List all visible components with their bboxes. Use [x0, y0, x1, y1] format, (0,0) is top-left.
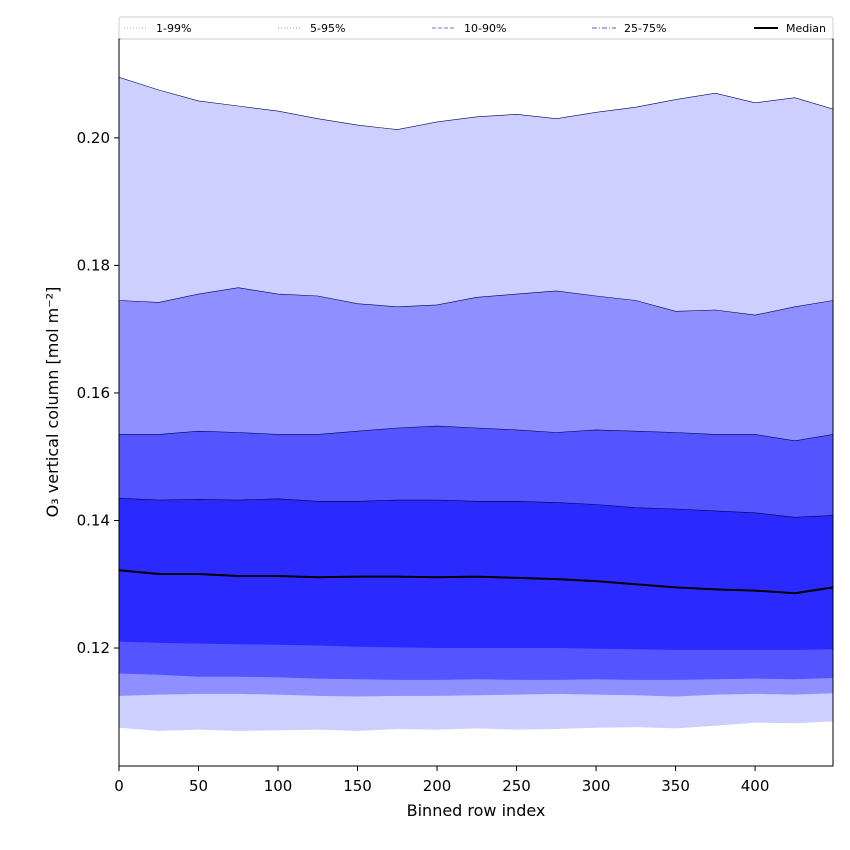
series-line-Median — [119, 569, 833, 595]
y-axis: 0.12 0.14 0.16 0.18 0.20 — [77, 129, 119, 657]
y-tick-label: 0.20 — [77, 129, 110, 147]
legend-label-5-95%: 5-95% — [310, 22, 345, 35]
x-axis: 0 50 100 150 200 250 300 350 400 — [114, 766, 769, 795]
y-tick-label: 0.12 — [77, 639, 110, 657]
legend-box — [118, 16, 834, 40]
x-tick-label: 100 — [264, 777, 293, 795]
band-upper-edge-1-99% — [119, 77, 833, 130]
x-tick-label: 50 — [189, 777, 208, 795]
band-upper-edge-10-90% — [119, 425, 833, 442]
median-layer — [119, 569, 833, 595]
y-tick-label: 0.18 — [77, 256, 110, 274]
legend-label-Median: Median — [786, 22, 826, 35]
legend: 1-99% 5-95% 10-90% 25-75% Median — [118, 16, 834, 40]
x-axis-label: Binned row index — [407, 801, 546, 820]
band-upper-edge-5-95% — [119, 287, 833, 316]
y-tick-label: 0.16 — [77, 384, 110, 402]
bands-layer — [119, 77, 833, 731]
x-tick-label: 250 — [502, 777, 531, 795]
x-tick-label: 150 — [343, 777, 372, 795]
band-upper-edge-25-75% — [119, 497, 833, 518]
legend-label-25-75%: 25-75% — [624, 22, 666, 35]
x-tick-label: 0 — [114, 777, 124, 795]
x-tick-label: 400 — [741, 777, 770, 795]
x-tick-label: 200 — [423, 777, 452, 795]
x-tick-label: 300 — [582, 777, 611, 795]
y-axis-label: O₃ vertical column [mol m⁻²] — [43, 287, 62, 518]
y-tick-label: 0.14 — [77, 511, 110, 529]
legend-label-1-99%: 1-99% — [156, 22, 191, 35]
band-25-75% — [119, 498, 833, 650]
x-tick-label: 350 — [661, 777, 690, 795]
legend-label-10-90%: 10-90% — [464, 22, 506, 35]
